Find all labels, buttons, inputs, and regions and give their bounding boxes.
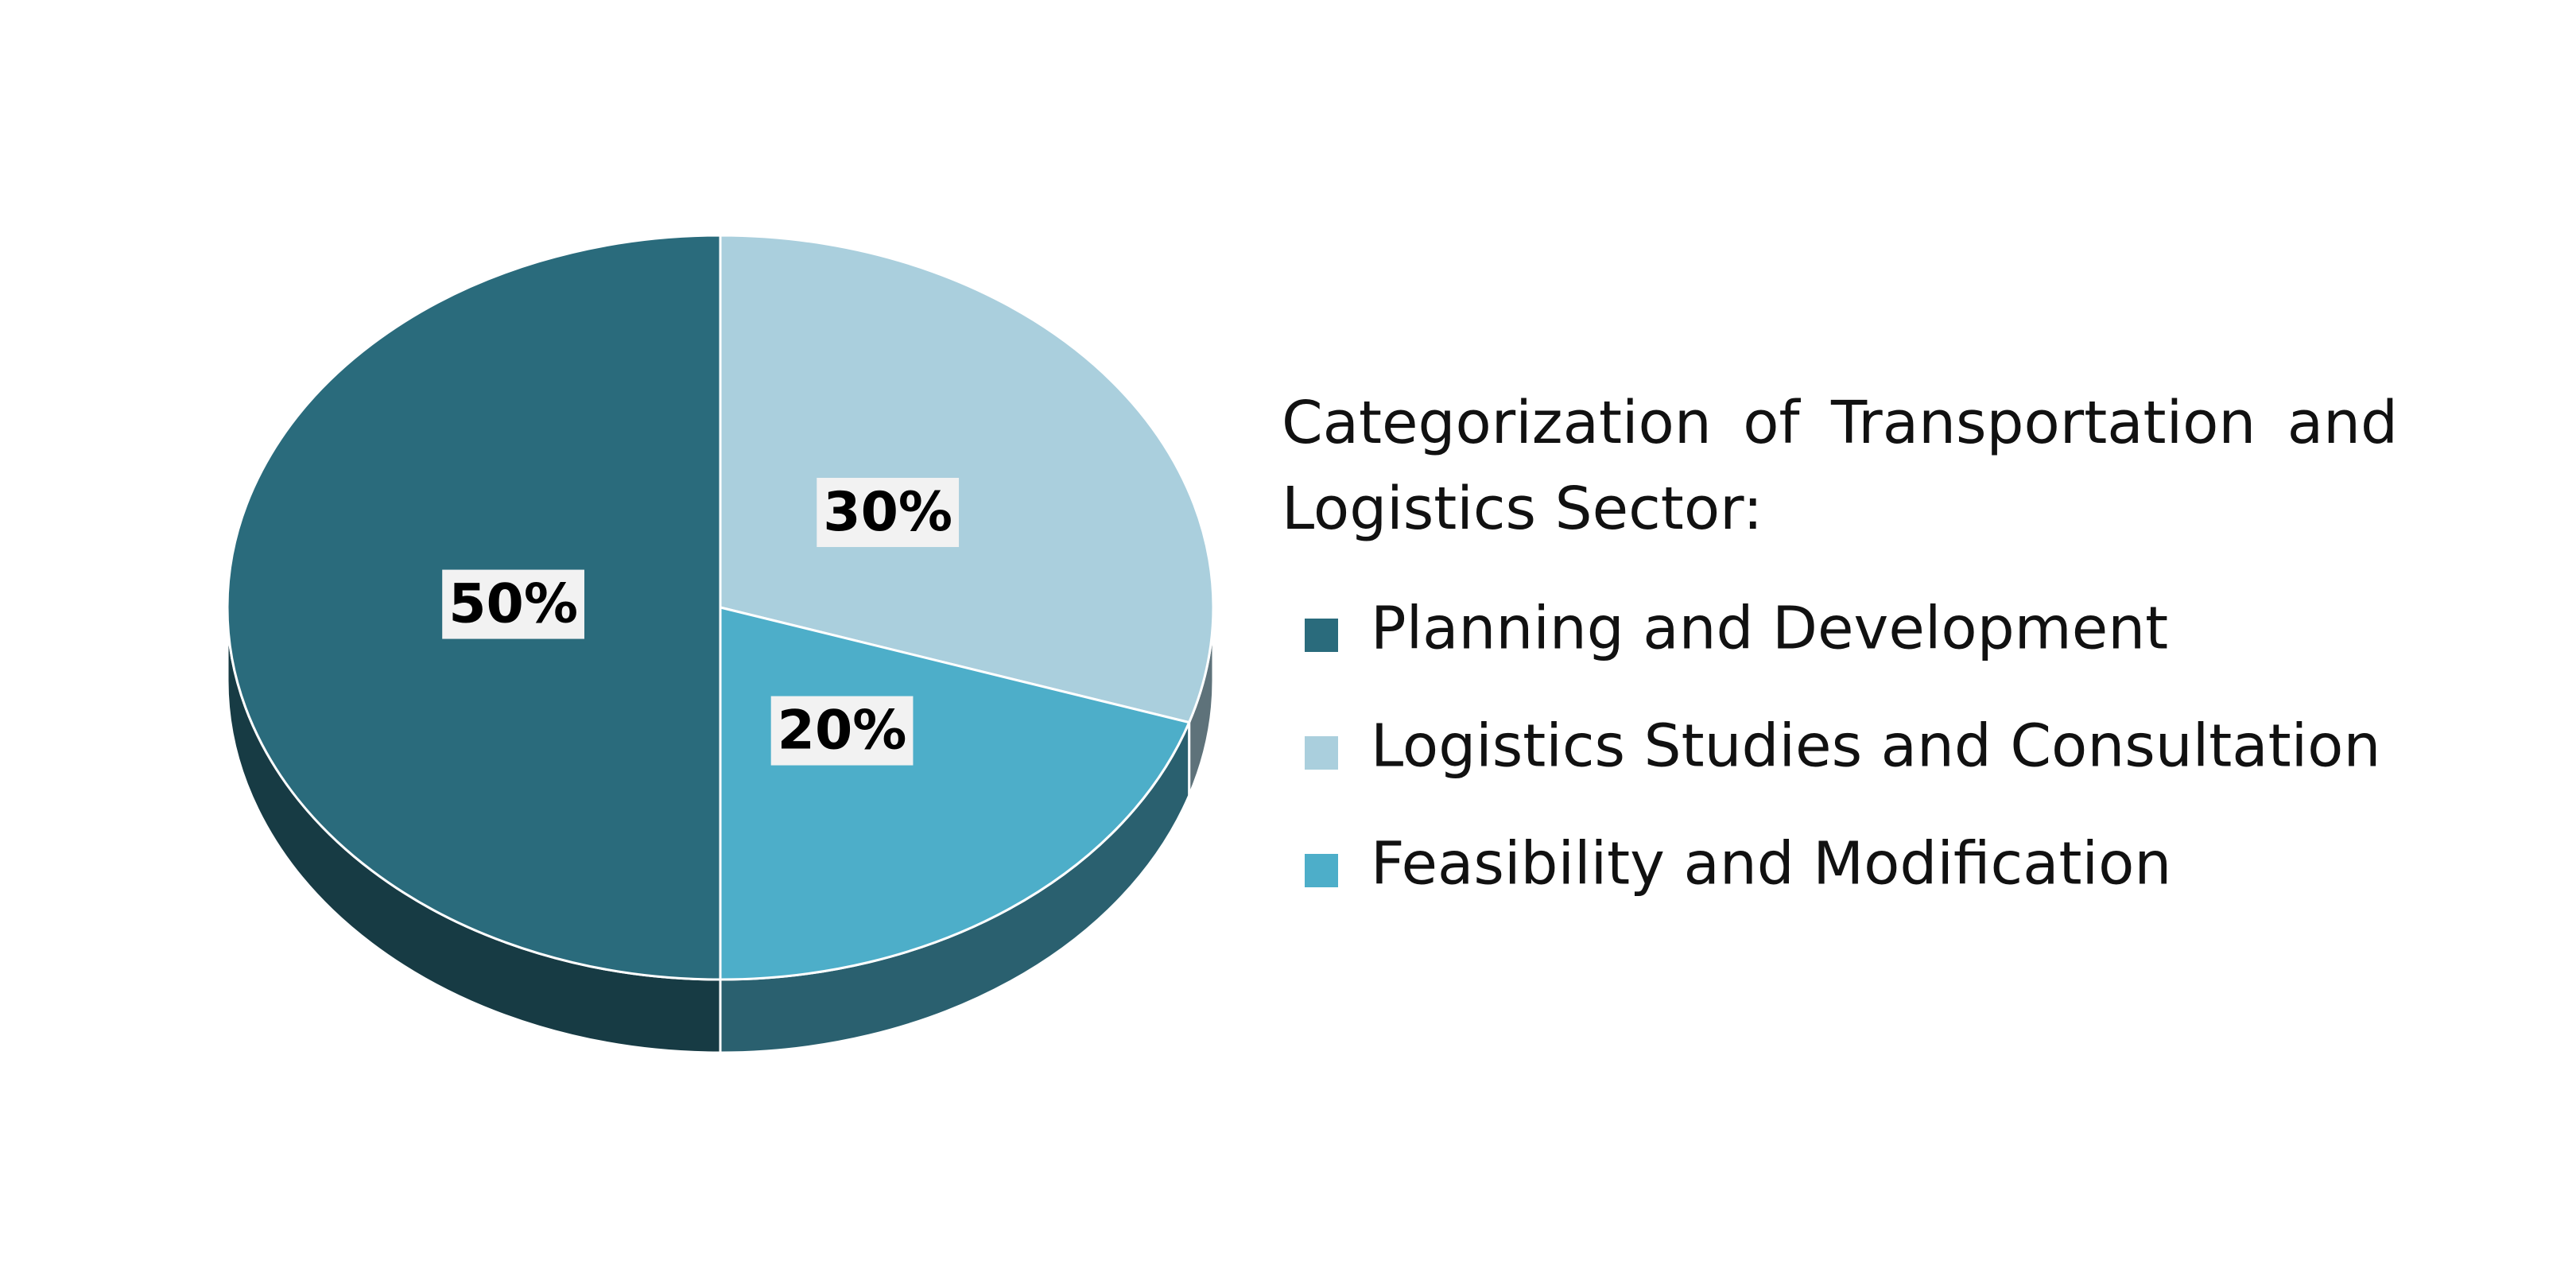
legend-label: Logistics Studies and Consultation (1371, 712, 2380, 781)
data-label-bg (770, 696, 914, 766)
data-label-bg (442, 569, 584, 639)
slice (719, 234, 1215, 724)
legend-swatch (1305, 736, 1338, 770)
data-label: 20% (778, 700, 907, 762)
legend-swatch (1305, 619, 1338, 652)
legend-label: Planning and Development (1371, 595, 2168, 663)
data-label: 50% (448, 573, 578, 636)
data-label-bg (817, 478, 960, 548)
legend-title: Categorization of Transportation and Log… (1282, 389, 2398, 543)
legend-label: Feasibility and Modification (1371, 830, 2171, 898)
legend-swatch (1305, 854, 1338, 887)
data-label: 30% (823, 481, 952, 544)
